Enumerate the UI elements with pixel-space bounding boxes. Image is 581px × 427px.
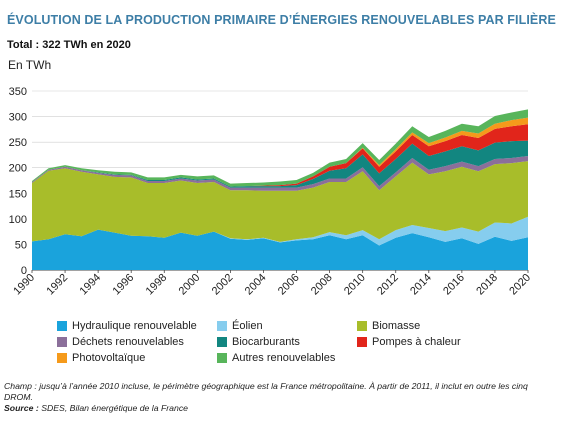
x-tick-label: 2012	[375, 272, 401, 298]
x-tick-label: 1990	[11, 272, 37, 298]
legend-label: Déchets renouvelables	[72, 336, 184, 348]
y-tick-label: 250	[9, 137, 27, 149]
legend-item: Éolien	[217, 320, 263, 332]
x-tick-label: 2010	[342, 272, 368, 298]
chart-notes: Champ : jusqu’à l’année 2010 incluse, le…	[4, 381, 534, 414]
legend-swatch	[217, 353, 227, 363]
x-tick-label: 2008	[309, 272, 335, 298]
y-tick-label: 150	[9, 188, 27, 200]
y-tick-label: 50	[15, 239, 27, 251]
legend-swatch	[357, 337, 367, 347]
source-label: Source :	[4, 403, 39, 413]
legend-label: Biocarburants	[232, 336, 300, 348]
legend-item: Autres renouvelables	[217, 352, 335, 364]
x-tick-label: 1994	[77, 272, 103, 298]
x-tick-label: 2000	[177, 272, 203, 298]
scope-note: Champ : jusqu’à l’année 2010 incluse, le…	[4, 381, 528, 402]
x-tick-label: 2002	[210, 272, 236, 298]
legend-swatch	[217, 321, 227, 331]
legend-label: Autres renouvelables	[232, 352, 335, 364]
legend-item: Hydraulique renouvelable	[57, 320, 197, 332]
x-tick-label: 2006	[276, 272, 302, 298]
legend-label: Éolien	[232, 320, 263, 332]
x-tick-label: 1998	[144, 272, 170, 298]
legend-item: Biocarburants	[217, 336, 300, 348]
legend-item: Photovoltaïque	[57, 352, 145, 364]
legend-label: Hydraulique renouvelable	[72, 320, 197, 332]
y-tick-label: 350	[9, 86, 27, 98]
legend-label: Pompes à chaleur	[372, 336, 461, 348]
y-tick-label: 100	[9, 214, 27, 226]
legend-item: Pompes à chaleur	[357, 336, 461, 348]
x-tick-label: 2018	[474, 272, 500, 298]
legend-swatch	[217, 337, 227, 347]
legend-item: Déchets renouvelables	[57, 336, 184, 348]
x-tick-label: 2014	[408, 272, 434, 298]
legend-swatch	[57, 337, 67, 347]
x-tick-label: 2004	[243, 272, 269, 298]
x-tick-label: 2020	[507, 272, 533, 298]
legend-swatch	[57, 353, 67, 363]
source-text: SDES, Bilan énergétique de la France	[41, 403, 188, 413]
y-tick-label: 200	[9, 163, 27, 175]
legend-label: Photovoltaïque	[72, 352, 145, 364]
legend-item: Biomasse	[357, 320, 420, 332]
legend-label: Biomasse	[372, 320, 420, 332]
legend-swatch	[57, 321, 67, 331]
x-tick-label: 1996	[111, 272, 137, 298]
legend-swatch	[357, 321, 367, 331]
x-tick-label: 2016	[441, 272, 467, 298]
y-tick-label: 300	[9, 112, 27, 124]
x-tick-label: 1992	[44, 272, 70, 298]
